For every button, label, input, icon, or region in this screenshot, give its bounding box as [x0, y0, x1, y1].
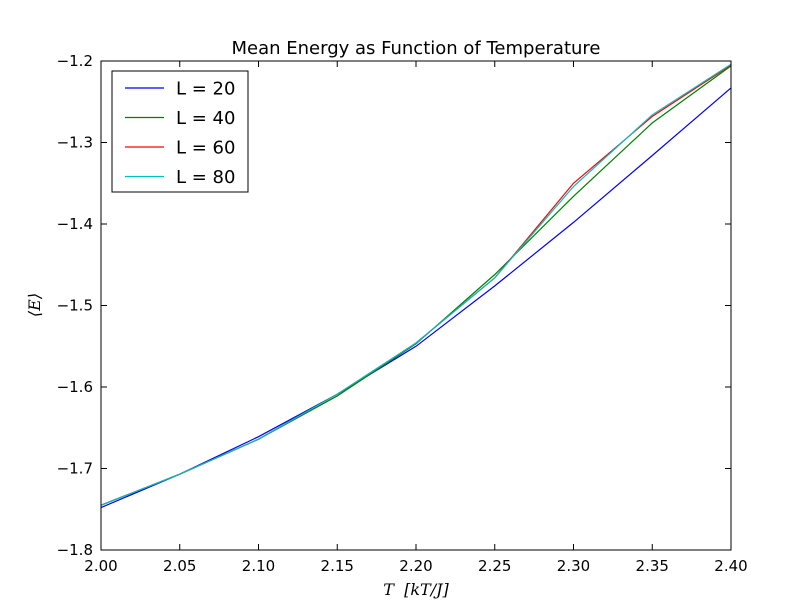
legend-entry-2: L = 40: [176, 108, 235, 129]
y-tick-label: −1.6: [57, 378, 93, 396]
x-tick-label: 2.20: [399, 557, 432, 575]
y-tick-label: −1.4: [57, 215, 93, 233]
x-tick-label: 2.35: [636, 557, 669, 575]
x-tick-label: 2.05: [163, 557, 196, 575]
legend-box: [111, 70, 249, 193]
x-tick-label: 2.40: [714, 557, 747, 575]
x-axis-label: T [kT/J]: [383, 580, 449, 599]
y-tick-label: −1.5: [57, 297, 93, 315]
axis-tick-labels: 2.00 2.05 2.10 2.15 2.20 2.25 2.30 2.35 2.40 −1.8…: [57, 52, 748, 575]
legend-entry-3: L = 60: [176, 138, 235, 159]
legend: L = 20 L = 40 L = 60 L = 80: [111, 70, 249, 193]
x-tick-label: 2.00: [84, 557, 117, 575]
y-tick-label: −1.3: [57, 134, 93, 152]
y-tick-label: −1.7: [57, 460, 93, 478]
legend-entry-1: L = 20: [176, 79, 235, 100]
series-line-4: [100, 63, 732, 506]
legend-entry-4: L = 80: [176, 167, 235, 188]
series-line-1: [100, 87, 732, 509]
x-tick-label: 2.25: [478, 557, 511, 575]
chart-title: Mean Energy as Function of Temperature: [231, 38, 600, 59]
plot-lines: [100, 63, 732, 509]
y-tick-label: −1.8: [57, 541, 93, 559]
x-tick-label: 2.30: [557, 557, 590, 575]
y-tick-label: −1.2: [57, 52, 93, 70]
axis-ticks: [100, 60, 732, 551]
x-tick-label: 2.15: [321, 557, 354, 575]
x-tick-label: 2.10: [242, 557, 275, 575]
y-axis-label: ⟨E⟩: [25, 293, 44, 317]
